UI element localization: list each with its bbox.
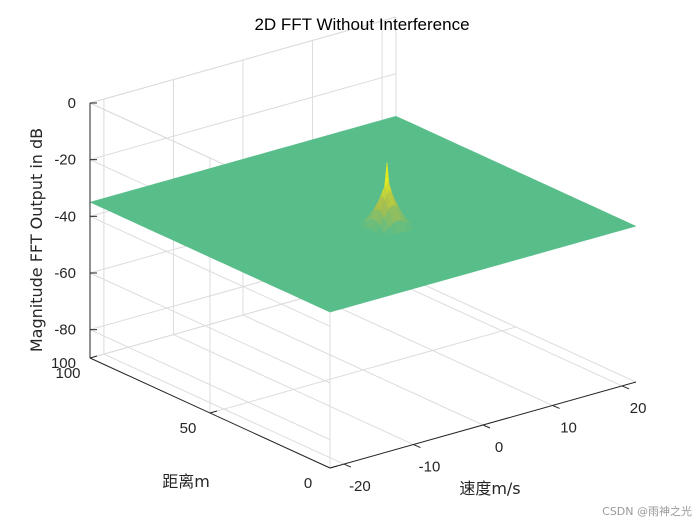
y-tick-mark bbox=[209, 410, 218, 414]
surface-plot bbox=[89, 115, 637, 313]
surface-patch bbox=[626, 223, 637, 228]
z-tick-label: 0 bbox=[68, 95, 76, 112]
z-tick-label: -20 bbox=[54, 152, 76, 169]
z-tick-label: -60 bbox=[54, 265, 76, 282]
box-edge bbox=[395, 271, 637, 383]
x-tick-label: 10 bbox=[560, 419, 577, 436]
x-tick-label: -20 bbox=[349, 478, 371, 495]
grid-line bbox=[209, 326, 517, 414]
x-axis-label: 速度m/s bbox=[459, 479, 520, 498]
z-tick-label: 100 bbox=[51, 355, 76, 372]
axis-lines bbox=[89, 102, 637, 469]
y-tick-label: 0 bbox=[304, 475, 312, 492]
y-tick-label: 50 bbox=[180, 420, 197, 437]
x-tick-mark bbox=[552, 404, 560, 409]
x-tick-mark bbox=[482, 424, 491, 429]
x-tick-mark bbox=[343, 463, 352, 468]
y-axis-label: 距离m bbox=[162, 472, 210, 491]
grid-line bbox=[89, 215, 331, 327]
box-edge bbox=[89, 16, 397, 104]
x-tick-label: 20 bbox=[630, 400, 647, 417]
grid-line bbox=[89, 73, 397, 161]
watermark: CSDN @雨神之光 bbox=[602, 505, 692, 518]
y-tick-label: 100 bbox=[55, 365, 80, 382]
tick-labels: -20 -10 0 10 20 0 50 100 0 -20 -40 -60 -80 100 bbox=[51, 95, 646, 495]
y-tick-mark bbox=[329, 465, 338, 469]
x-tick-label: -10 bbox=[419, 459, 441, 476]
z-axis-label: Magnitude FFT Output in dB bbox=[27, 128, 46, 352]
x-tick-mark bbox=[413, 444, 421, 449]
x-tick-mark bbox=[621, 385, 630, 390]
grid-line bbox=[89, 329, 331, 441]
grid-line bbox=[89, 272, 331, 384]
y-tick-mark bbox=[89, 355, 98, 359]
z-tick-label: -80 bbox=[54, 322, 76, 339]
chart-title: 2D FFT Without Interference bbox=[254, 15, 469, 34]
x-tick-label: 0 bbox=[495, 439, 503, 456]
z-tick-label: -40 bbox=[54, 208, 76, 225]
